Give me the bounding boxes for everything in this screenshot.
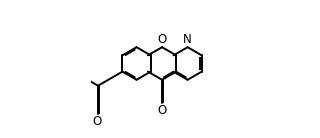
Text: O: O (93, 115, 102, 128)
Text: O: O (157, 33, 167, 46)
Text: N: N (183, 33, 192, 46)
Text: O: O (157, 104, 167, 117)
